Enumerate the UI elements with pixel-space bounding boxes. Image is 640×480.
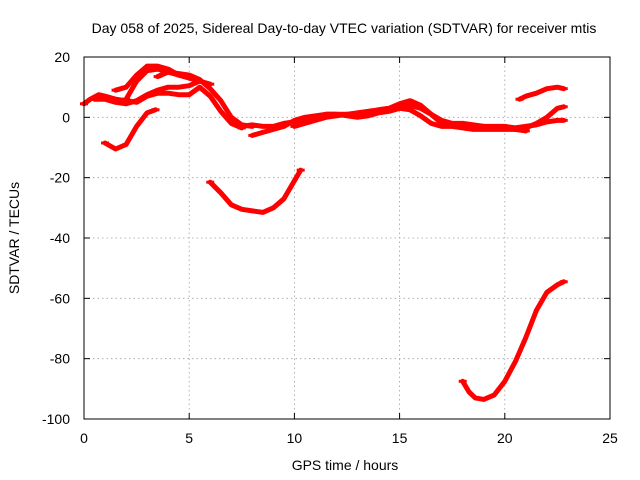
x-tick-label: 15 (392, 430, 408, 446)
data-series (80, 63, 568, 402)
series-arc-5 (155, 69, 255, 129)
series-arc-12 (460, 279, 567, 402)
axis-ticks (83, 56, 611, 420)
series-arc-10 (517, 84, 567, 102)
series-arc-2 (92, 78, 213, 107)
y-tick-label: -20 (50, 170, 70, 186)
y-tick-label: 0 (62, 109, 70, 125)
x-tick-label: 20 (497, 430, 513, 446)
series-arc-4 (123, 66, 203, 102)
x-axis-label: GPS time / hours (292, 457, 399, 473)
x-tick-label: 0 (80, 430, 88, 446)
y-tick-label: -40 (50, 230, 70, 246)
x-tick-labels: 0 5 10 15 20 25 (80, 430, 618, 446)
x-tick-label: 25 (602, 430, 618, 446)
series-arc-1 (81, 84, 245, 131)
series-arc-9 (291, 102, 567, 131)
chart-title: Day 058 of 2025, Sidereal Day-to-day VTE… (92, 20, 597, 36)
series-arc-6 (102, 107, 158, 152)
y-tick-label: -60 (50, 290, 70, 306)
y-tick-label: -100 (42, 411, 70, 427)
y-axis-label: SDTVAR / TECUs (6, 182, 22, 294)
x-tick-label: 5 (185, 430, 193, 446)
y-tick-label: -80 (50, 351, 70, 367)
series-arc-11 (207, 167, 304, 215)
grid (84, 57, 610, 419)
x-tick-label: 10 (287, 430, 303, 446)
y-tick-labels: 20 0 -20 -40 -60 -80 -100 (42, 49, 70, 427)
plot-frame (83, 56, 611, 420)
series-arc-8 (249, 105, 529, 138)
y-tick-label: 20 (54, 49, 70, 65)
